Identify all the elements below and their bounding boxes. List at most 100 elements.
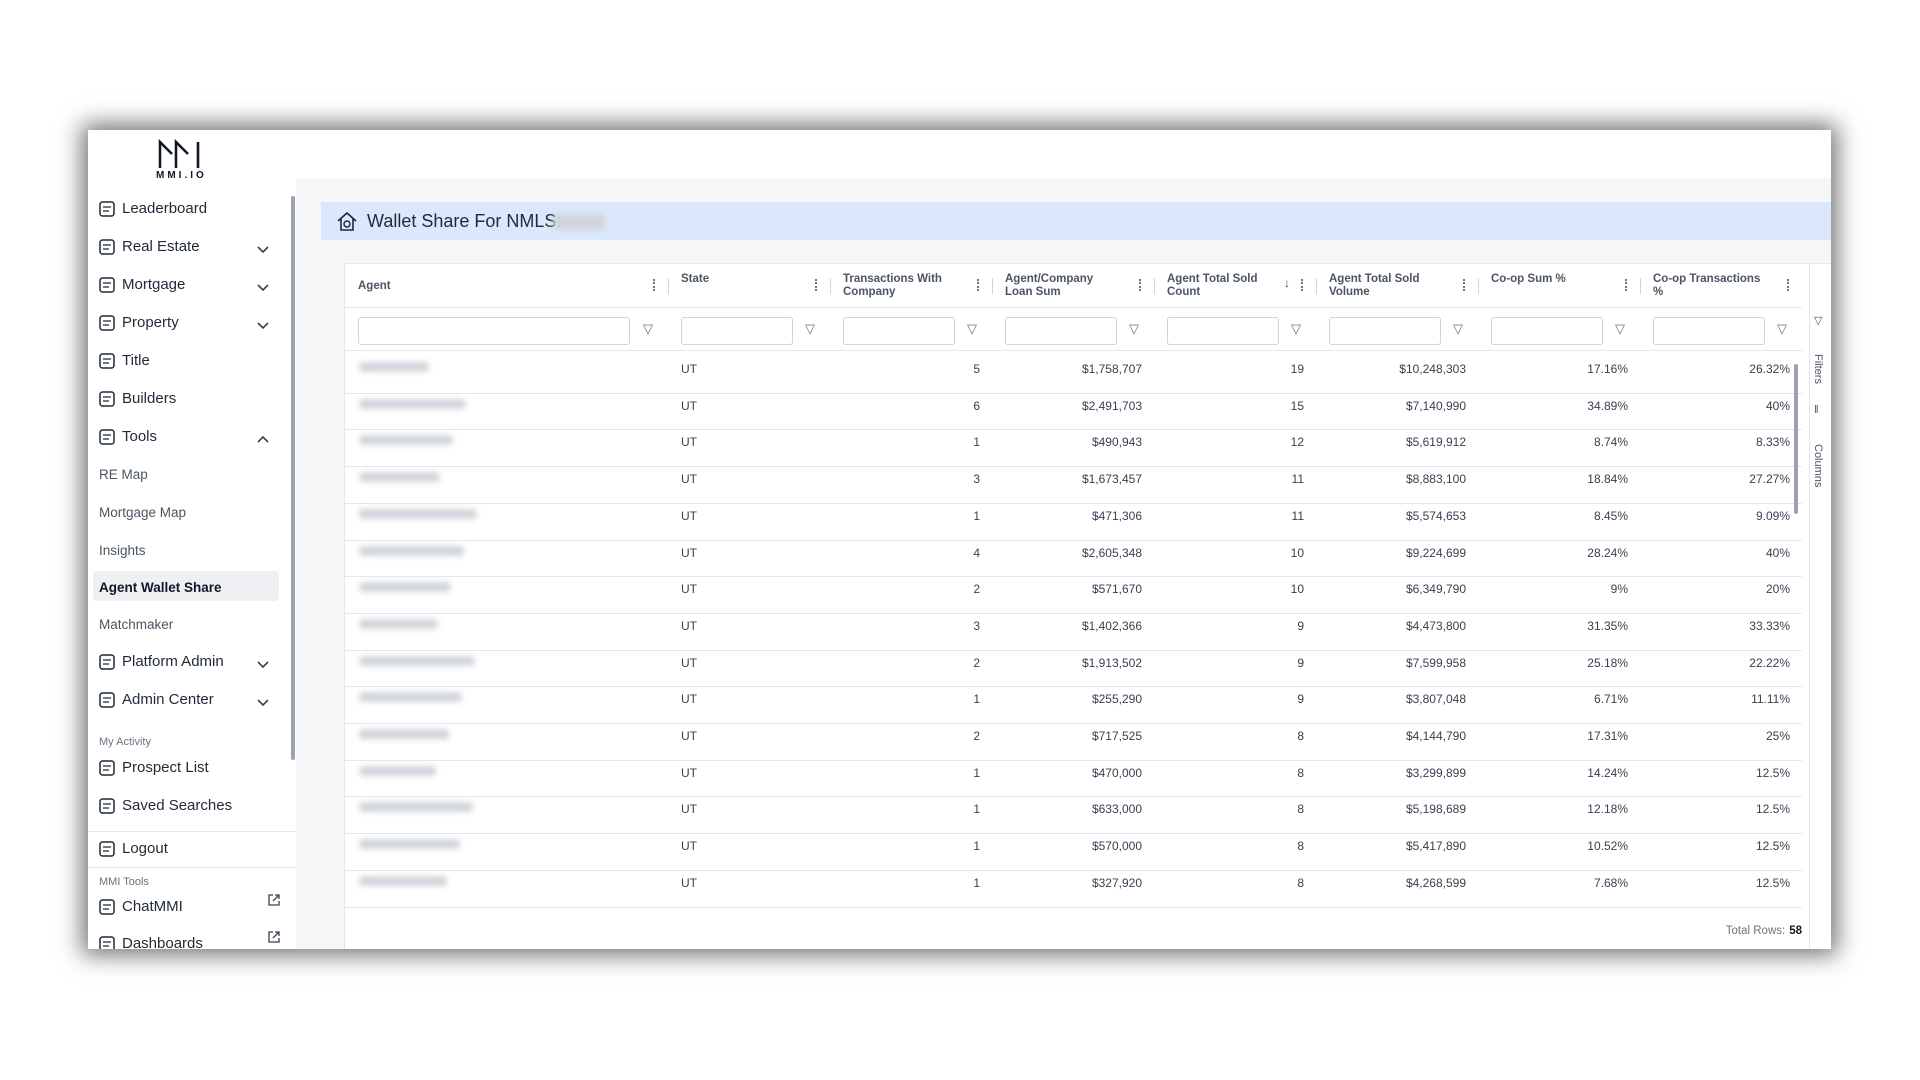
cell: 11 xyxy=(1291,508,1304,523)
total-value: 58 xyxy=(1789,925,1802,937)
cell: 19 xyxy=(1290,362,1304,376)
filter-icon[interactable]: ▽ xyxy=(1453,321,1463,336)
cell: 27.27% xyxy=(1749,472,1790,487)
nav-icon xyxy=(99,239,115,255)
cell: 8 xyxy=(1297,839,1304,854)
nav-item[interactable]: Prospect List xyxy=(122,759,209,776)
side-tab[interactable]: Columns xyxy=(1812,444,1824,488)
filter-input[interactable] xyxy=(358,317,630,345)
nav-item[interactable]: Real Estate xyxy=(122,238,200,255)
nav-item[interactable]: Admin Center xyxy=(122,691,214,708)
cell: 8 xyxy=(1297,802,1304,817)
cell: UT xyxy=(681,472,697,487)
nav-subitem[interactable]: Agent Wallet Share xyxy=(99,580,222,595)
filter-input[interactable] xyxy=(1005,317,1117,345)
filter-icon[interactable]: ▽ xyxy=(805,321,815,336)
redacted-agent xyxy=(359,582,451,593)
column-header[interactable]: Agent Total Sold Volume xyxy=(1329,273,1420,298)
redacted-agent xyxy=(359,729,449,739)
logo-text: MMI.IO xyxy=(156,170,207,181)
column-menu[interactable] xyxy=(977,279,981,291)
cell: $2,491,703 xyxy=(1081,398,1142,413)
column-menu[interactable] xyxy=(1625,279,1629,291)
column-header[interactable]: Agent/Company Loan Sum xyxy=(1005,273,1094,298)
cell: 33.33% xyxy=(1749,618,1790,633)
redacted-agent xyxy=(359,545,464,556)
nav-icon xyxy=(99,841,115,857)
column-menu[interactable] xyxy=(1787,279,1791,291)
cell: 12 xyxy=(1290,435,1304,450)
cell: 8 xyxy=(1297,729,1304,743)
filter-icon[interactable]: ▽ xyxy=(1129,321,1139,336)
nav-item[interactable]: Mortgage xyxy=(122,276,186,293)
nav-item[interactable]: Property xyxy=(122,314,179,331)
column-header[interactable]: Agent Total Sold Count xyxy=(1167,273,1258,298)
cell: 2 xyxy=(973,729,980,743)
side-tab-icon[interactable]: ▽ xyxy=(1814,315,1823,327)
redacted-agent xyxy=(359,765,436,776)
chevron[interactable] xyxy=(256,282,270,292)
cell: 12.5% xyxy=(1755,875,1790,890)
nav-item[interactable]: Builders xyxy=(122,390,177,407)
filter-icon[interactable]: ▽ xyxy=(643,321,653,336)
filter-icon[interactable]: ▽ xyxy=(967,321,977,336)
nav-item[interactable]: Logout xyxy=(122,840,168,857)
chevron[interactable] xyxy=(256,320,270,330)
column-menu[interactable] xyxy=(1301,279,1305,291)
nav-item[interactable]: Saved Searches xyxy=(122,797,233,814)
column-menu[interactable] xyxy=(653,279,657,291)
nav-item[interactable]: Platform Admin xyxy=(122,653,224,670)
column-menu[interactable] xyxy=(1463,279,1467,291)
cell: UT xyxy=(681,398,697,413)
cell: 3 xyxy=(973,472,980,487)
chevron[interactable] xyxy=(256,659,270,669)
filter-icon[interactable]: ▽ xyxy=(1291,321,1301,336)
column-menu[interactable] xyxy=(815,279,819,291)
chevron[interactable] xyxy=(256,697,270,707)
nav-item[interactable]: ChatMMI xyxy=(122,898,183,915)
filter-input[interactable] xyxy=(1491,317,1603,345)
cell: UT xyxy=(681,508,697,523)
filter-input[interactable] xyxy=(1329,317,1441,345)
chevron[interactable] xyxy=(256,244,270,254)
sort-arrow[interactable]: ↓ xyxy=(1284,276,1290,290)
column-separator xyxy=(1640,278,1641,294)
chevron[interactable] xyxy=(256,434,270,444)
column-header[interactable]: Agent xyxy=(358,280,391,292)
nav-icon xyxy=(99,201,115,217)
nav-item[interactable]: Leaderboard xyxy=(122,200,208,217)
cell: 25% xyxy=(1765,729,1790,743)
filter-input[interactable] xyxy=(1167,317,1279,345)
filter-icon[interactable]: ▽ xyxy=(1777,321,1787,336)
cell: $9,224,699 xyxy=(1405,545,1466,560)
nav-subitem[interactable]: Matchmaker xyxy=(99,617,174,632)
column-menu[interactable] xyxy=(1139,279,1143,291)
filter-icon[interactable]: ▽ xyxy=(1615,321,1625,336)
nav-subitem[interactable]: RE Map xyxy=(99,467,148,482)
header-row-border xyxy=(345,307,1802,308)
filter-input[interactable] xyxy=(843,317,955,345)
nav-item[interactable]: Tools xyxy=(122,428,158,445)
nav-subitem[interactable]: Insights xyxy=(99,543,146,558)
nav-icon xyxy=(99,429,115,445)
column-separator xyxy=(992,278,993,294)
cell: $717,525 xyxy=(1091,729,1142,743)
side-tab-icon[interactable]: ‖ xyxy=(1814,404,1819,416)
row-border xyxy=(345,392,1802,394)
nav-item[interactable]: Dashboards xyxy=(122,935,203,949)
column-header[interactable]: Co-op Sum % xyxy=(1491,273,1566,285)
column-header[interactable]: Co-op Transactions % xyxy=(1653,273,1761,298)
nav-subitem[interactable]: Mortgage Map xyxy=(99,505,187,520)
cell: UT xyxy=(681,839,697,854)
side-tab[interactable]: Filters xyxy=(1812,354,1824,384)
external-link-icon[interactable] xyxy=(267,893,281,907)
page-title: Wallet Share For NMLS: xyxy=(367,211,562,231)
external-link-icon[interactable] xyxy=(267,930,281,944)
filter-input[interactable] xyxy=(1653,317,1765,345)
cell: 10 xyxy=(1290,545,1304,560)
column-header[interactable]: Transactions With Company xyxy=(843,273,942,298)
filter-input[interactable] xyxy=(681,317,793,345)
nav-item[interactable]: Title xyxy=(122,352,150,369)
cell: 14.24% xyxy=(1587,765,1628,780)
column-header[interactable]: State xyxy=(681,273,710,285)
